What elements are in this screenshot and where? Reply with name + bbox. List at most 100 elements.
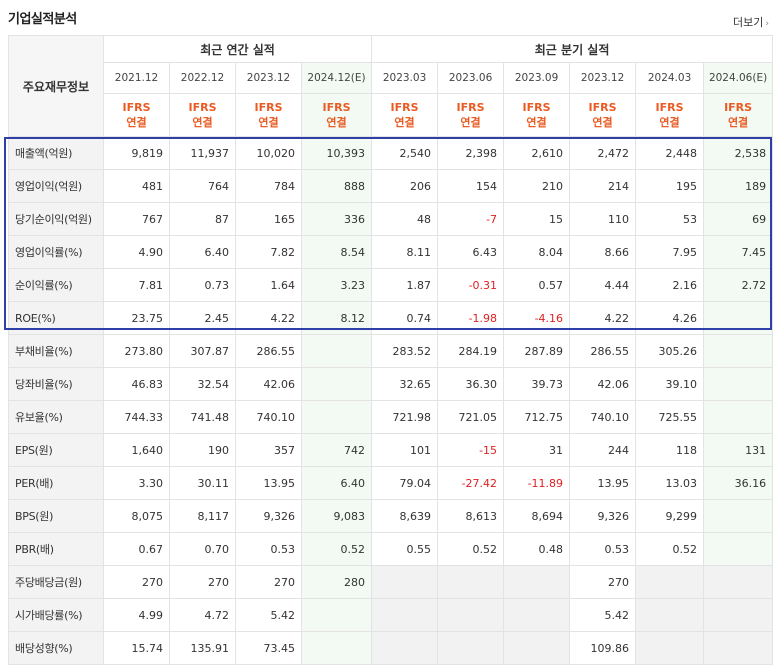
- annual-value: 4.22: [235, 301, 302, 335]
- quarterly-value: -15: [437, 433, 505, 467]
- annual-value: 7.82: [235, 235, 302, 269]
- quarterly-value: 13.03: [635, 466, 705, 500]
- period-quarterly: 2023.06: [437, 62, 505, 94]
- annual-value: 46.83: [103, 367, 170, 401]
- annual-value: 135.91: [169, 631, 236, 665]
- quarterly-value: 4.26: [635, 301, 705, 335]
- quarterly-value: [371, 565, 439, 599]
- quarterly-value: 8,613: [437, 499, 505, 533]
- annual-value: 0.53: [235, 532, 302, 566]
- table-row: 부채비율(%) 273.80 307.87 286.55 283.52 284.19 287…: [8, 334, 774, 368]
- quarterly-value: 2,540: [371, 136, 439, 170]
- period-quarterly: 2023.09: [503, 62, 571, 94]
- row-label: 당좌비율(%): [8, 367, 104, 401]
- annual-value: 307.87: [169, 334, 236, 368]
- basis-cell: IFRS 연결: [235, 93, 302, 137]
- quarterly-value: 0.57: [503, 268, 571, 302]
- row-label: 유보율(%): [8, 400, 104, 434]
- annual-value: 87: [169, 202, 236, 236]
- more-link[interactable]: 더보기 ›: [733, 14, 769, 30]
- header-row-groups: 주요재무정보 최근 연간 실적 최근 분기 실적: [8, 35, 774, 137]
- basis-consolidated: 연결: [592, 116, 613, 129]
- basis-cell: IFRS 연결: [635, 93, 705, 137]
- annual-value: 280: [300, 565, 373, 599]
- quarterly-value: 283.52: [371, 334, 439, 368]
- annual-value: 740.10: [235, 400, 302, 434]
- quarterly-value: 189: [703, 169, 774, 203]
- period-quarterly: 2023.03: [371, 62, 439, 94]
- quarterly-value: [703, 598, 774, 632]
- row-label: 배당성향(%): [8, 631, 104, 665]
- row-label: 영업이익(억원): [8, 169, 104, 203]
- basis-cell: IFRS 연결: [300, 93, 373, 137]
- quarterly-value: 4.44: [569, 268, 637, 302]
- quarterly-value: 13.95: [569, 466, 637, 500]
- quarterly-value: 4.22: [569, 301, 637, 335]
- basis-ifrs: IFRS: [254, 101, 283, 114]
- basis-ifrs: IFRS: [122, 101, 151, 114]
- chevron-right-icon: ›: [765, 19, 769, 29]
- quarterly-value: [503, 598, 571, 632]
- quarterly-value: 0.52: [635, 532, 705, 566]
- quarterly-value: 9,326: [569, 499, 637, 533]
- quarterly-value: 206: [371, 169, 439, 203]
- annual-value: 0.73: [169, 268, 236, 302]
- quarterly-value: [437, 598, 505, 632]
- quarterly-value: [437, 565, 505, 599]
- annual-value: 741.48: [169, 400, 236, 434]
- basis-ifrs: IFRS: [322, 101, 351, 114]
- financial-summary-table: 주요재무정보 최근 연간 실적 최근 분기 실적 2021.12 2022.12 2023…: [8, 35, 774, 665]
- annual-value: 270: [169, 565, 236, 599]
- quarterly-value: 36.16: [703, 466, 774, 500]
- annual-value: 8.12: [300, 301, 373, 335]
- annual-value: 4.72: [169, 598, 236, 632]
- basis-consolidated: 연결: [126, 116, 147, 129]
- period-annual: 2024.12(E): [300, 62, 373, 94]
- quarterly-value: 8.11: [371, 235, 439, 269]
- basis-cell: IFRS 연결: [503, 93, 571, 137]
- quarterly-value: 725.55: [635, 400, 705, 434]
- annual-value: 4.90: [103, 235, 170, 269]
- annual-value: 8,117: [169, 499, 236, 533]
- table-row: 시가배당률(%) 4.99 4.72 5.42 5.42: [8, 598, 774, 632]
- annual-value: 6.40: [300, 466, 373, 500]
- quarterly-value: 8.66: [569, 235, 637, 269]
- annual-value: 9,819: [103, 136, 170, 170]
- annual-value: 15.74: [103, 631, 170, 665]
- annual-value: 7.81: [103, 268, 170, 302]
- row-label: PBR(배): [8, 532, 104, 566]
- quarterly-value: 1.87: [371, 268, 439, 302]
- annual-value: 11,937: [169, 136, 236, 170]
- quarterly-value: 287.89: [503, 334, 571, 368]
- annual-value: 742: [300, 433, 373, 467]
- quarterly-value: 0.48: [503, 532, 571, 566]
- header-annual: 최근 연간 실적: [102, 35, 373, 63]
- annual-value: 32.54: [169, 367, 236, 401]
- quarterly-value: 36.30: [437, 367, 505, 401]
- basis-cell: IFRS 연결: [169, 93, 236, 137]
- quarterly-value: 0.53: [569, 532, 637, 566]
- basis-ifrs: IFRS: [588, 101, 617, 114]
- basis-cell: IFRS 연결: [371, 93, 439, 137]
- quarterly-value: 39.10: [635, 367, 705, 401]
- annual-value: 23.75: [103, 301, 170, 335]
- table-row: EPS(원) 1,640 190 357 742 101 -15 31 244 118 131: [8, 433, 774, 467]
- quarterly-value: 101: [371, 433, 439, 467]
- quarterly-value: 0.52: [437, 532, 505, 566]
- quarterly-value: [703, 367, 774, 401]
- quarterly-value: 284.19: [437, 334, 505, 368]
- quarterly-value: -4.16: [503, 301, 571, 335]
- quarterly-value: 270: [569, 565, 637, 599]
- annual-value: 0.70: [169, 532, 236, 566]
- table-row: 매출액(억원) 9,819 11,937 10,020 10,393 2,540 2,398…: [8, 136, 774, 170]
- quarterly-value: 286.55: [569, 334, 637, 368]
- quarterly-value: 721.98: [371, 400, 439, 434]
- row-label: PER(배): [8, 466, 104, 500]
- quarterly-value: [503, 565, 571, 599]
- quarterly-value: 110: [569, 202, 637, 236]
- header-row-basis: IFRS 연결 IFRS 연결 IFRS 연결 IFRS 연결 IFRS 연결 IFRS 연결 IFRS…: [9, 93, 774, 137]
- quarterly-value: 31: [503, 433, 571, 467]
- period-quarterly: 2024.03: [635, 62, 705, 94]
- quarterly-value: [635, 598, 705, 632]
- basis-consolidated: 연결: [326, 116, 347, 129]
